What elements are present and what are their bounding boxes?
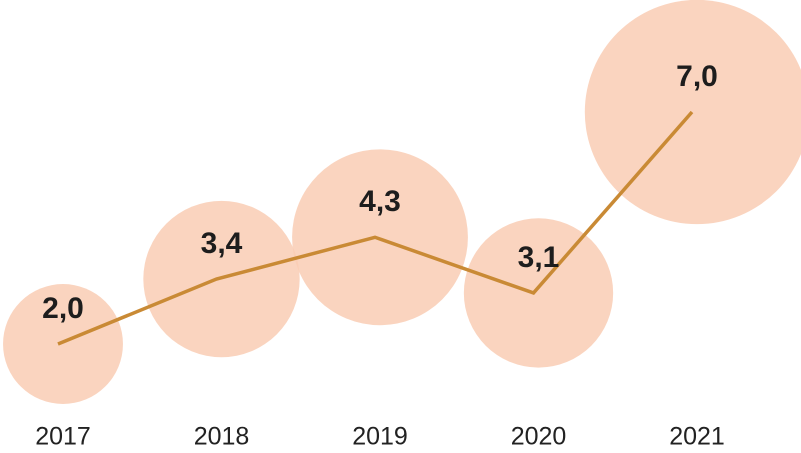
value-label: 3,4 <box>201 227 243 260</box>
value-label: 7,0 <box>676 60 718 93</box>
x-tick-label: 2021 <box>669 423 725 451</box>
value-label: 4,3 <box>359 185 401 218</box>
value-label: 2,0 <box>42 292 84 325</box>
x-tick-label: 2020 <box>511 423 567 451</box>
value-label: 3,1 <box>518 241 560 274</box>
x-tick-label: 2018 <box>194 423 250 451</box>
line <box>57 110 694 346</box>
bubble <box>463 218 614 368</box>
x-tick-label: 2019 <box>352 423 408 451</box>
bubble <box>584 0 801 225</box>
bubble <box>3 284 123 404</box>
x-tick-label: 2017 <box>35 423 91 451</box>
